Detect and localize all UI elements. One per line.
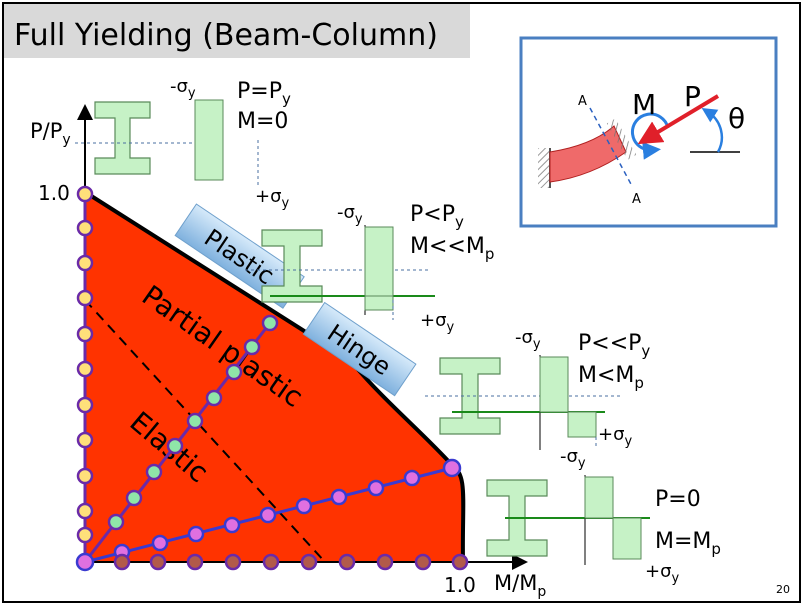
title-bar [4,4,470,58]
state-line-1: P=0 [655,487,701,512]
compression-stress-label: -σy [170,76,196,101]
stress-block-tension [567,411,597,438]
pink-markers [113,458,462,561]
elastic-limit-line [84,299,326,563]
state-line-1: P=Py [237,79,291,108]
yellow-markers [76,185,94,544]
state-line-1: P<<Py [578,331,650,360]
state-line-2: M=Mp [655,529,721,558]
stress-diagram-2: -σy +σy P<Py M<<Mp [245,202,494,335]
green-marker [166,437,184,455]
tension-stress-label: +σy [420,310,455,335]
stress-block-tension [364,295,394,311]
pink-marker [259,506,277,524]
green-marker [107,513,125,531]
yellow-marker [76,254,94,272]
section-label-top: A [578,94,587,109]
brown-marker [300,553,318,571]
compression-stress-label: -σy [337,202,363,227]
green-marker [145,463,163,481]
yellow-marker [76,396,94,414]
pink-marker [223,516,241,534]
brown-marker [338,553,356,571]
green-marker [186,412,204,430]
state-line-2: M<<Mp [410,234,494,263]
yellow-marker [76,325,94,343]
pink-marker [442,458,462,478]
stress-diagram-4: -σy +σy P=0 M=Mp [486,446,721,586]
pink-marker [403,469,421,487]
stress-block-tension [612,517,642,560]
state-line-2: M<Mp [578,363,644,392]
brown-marker [113,553,131,571]
green-marker [125,489,143,507]
yellow-marker [76,185,94,203]
yellow-marker [76,467,94,485]
green-marker [205,389,223,407]
yellow-marker [76,219,94,237]
interaction-region [85,192,464,562]
brown-markers [113,553,469,571]
brown-marker [376,553,394,571]
pink-marker [187,525,205,543]
origin-marker [75,552,95,572]
pink-marker [295,497,313,515]
yellow-marker [76,502,94,520]
yellow-marker [76,526,94,544]
tension-stress-label: +σy [255,186,290,211]
y-tick-label: 1.0 [38,181,70,205]
stress-block-compression [584,476,614,519]
green-marker [225,363,243,381]
pink-marker [367,479,385,497]
force-label: P [684,80,701,113]
brown-marker [224,553,242,571]
i-beam-section [261,229,323,303]
stress-block-compression [539,356,569,413]
brown-marker [262,553,280,571]
beam-column-inset: A A M P θ [519,36,778,228]
moment-label: M [632,88,656,121]
pink-marker [330,488,348,506]
stress-diagram-1: -σy +σy P=Py M=0 [75,76,291,211]
yellow-marker [76,431,94,449]
y-axis-label: P/Py [30,119,71,148]
brown-marker [186,553,204,571]
compression-stress-label: -σy [560,446,586,471]
stress-block-compression [364,226,394,297]
angle-arc-icon [701,107,724,153]
yellow-marker [76,360,94,378]
moment-arrow-icon [630,112,670,160]
force-arrow-icon [637,94,720,145]
tension-stress-label: +σy [598,424,633,449]
fixed-support-icon [538,148,550,188]
stress-diagram-3: -σy +σy P<<Py M<Mp [425,327,650,450]
page-number: 20 [776,583,790,596]
x-tick-label: 1.0 [444,573,476,597]
state-line-2: M=0 [237,109,288,134]
stress-block-compression [194,99,224,181]
green-marker [243,338,261,356]
x-axis-label: M/Mp [494,571,546,600]
yellow-marker [76,289,94,307]
brown-marker [451,553,469,571]
tension-stress-label: +σy [645,561,680,586]
angle-label: θ [728,102,745,135]
slide-title: Full Yielding (Beam-Column) [14,18,438,53]
compression-stress-label: -σy [515,327,541,352]
section-label-bottom: A [632,192,641,207]
brown-marker [149,553,167,571]
pink-marker [151,534,169,552]
plastic-hinge-label: Plastic Hinge [174,203,417,397]
brown-marker [414,553,432,571]
green-marker [261,314,279,332]
green-markers [107,314,279,531]
state-line-1: P<Py [410,202,464,231]
section-line [589,107,633,187]
end-plate-icon [606,118,637,160]
i-beam-section [94,101,151,175]
